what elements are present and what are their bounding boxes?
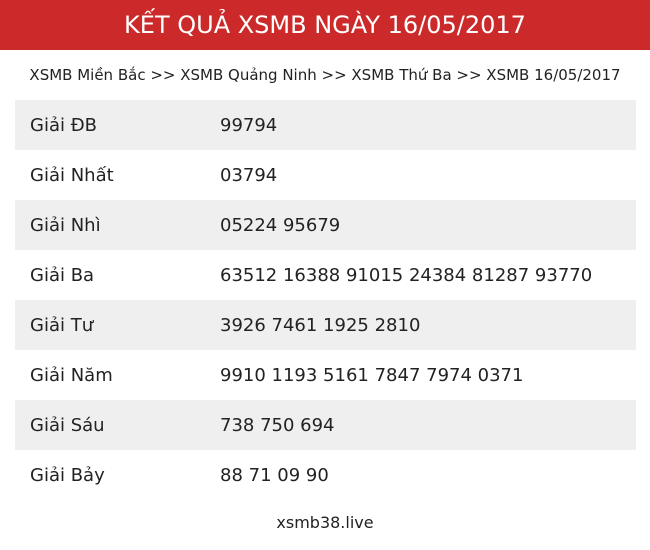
- prize-label: Giải Năm: [30, 364, 113, 386]
- prize-label: Giải Tư: [30, 314, 94, 336]
- result-row: Giải Năm 9910 1193 5161 7847 7974 0371: [15, 350, 636, 400]
- prize-numbers: 05224 95679: [220, 214, 341, 236]
- result-row: Giải ĐB 99794: [15, 100, 636, 150]
- prize-numbers: 99794: [220, 114, 278, 136]
- breadcrumb[interactable]: XSMB Miền Bắc >> XSMB Quảng Ninh >> XSMB…: [29, 66, 621, 84]
- header: KẾT QUẢ XSMB NGÀY 16/05/2017: [0, 0, 650, 50]
- title: KẾT QUẢ XSMB NGÀY 16/05/2017: [124, 11, 526, 39]
- prize-label: Giải Bảy: [30, 464, 105, 486]
- results-table: Giải ĐB 99794 Giải Nhất 03794 Giải Nhì 05224 …: [15, 100, 636, 500]
- prize-numbers: 3926 7461 1925 2810: [220, 314, 421, 336]
- prize-label: Giải Nhất: [30, 164, 114, 186]
- prize-label: Giải Ba: [30, 264, 95, 286]
- prize-label: Giải Nhì: [30, 214, 101, 236]
- result-row: Giải Nhì 05224 95679: [15, 200, 636, 250]
- prize-numbers: 88 71 09 90: [220, 464, 329, 486]
- footer[interactable]: xsmb38.live: [276, 513, 374, 532]
- prize-numbers: 9910 1193 5161 7847 7974 0371: [220, 364, 524, 386]
- result-row: Giải Tư 3926 7461 1925 2810: [15, 300, 636, 350]
- prize-numbers: 63512 16388 91015 24384 81287 93770: [220, 264, 593, 286]
- result-row: Giải Ba 63512 16388 91015 24384 81287 937…: [15, 250, 636, 300]
- prize-numbers: 03794: [220, 164, 278, 186]
- prize-label: Giải ĐB: [30, 114, 97, 136]
- result-row: Giải Nhất 03794: [15, 150, 636, 200]
- result-row: Giải Bảy 88 71 09 90: [15, 450, 636, 500]
- result-row: Giải Sáu 738 750 694: [15, 400, 636, 450]
- prize-label: Giải Sáu: [30, 414, 105, 436]
- prize-numbers: 738 750 694: [220, 414, 335, 436]
